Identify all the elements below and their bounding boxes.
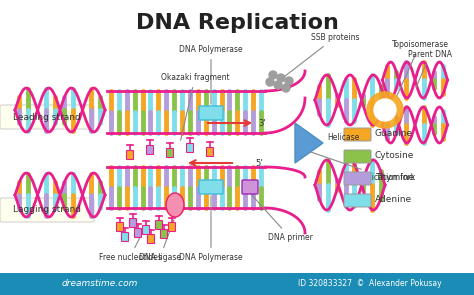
FancyBboxPatch shape — [242, 180, 258, 194]
Text: DNA Replication: DNA Replication — [136, 13, 338, 33]
Text: DNA ligase: DNA ligase — [139, 219, 181, 262]
Text: DNA primer: DNA primer — [252, 195, 312, 242]
Ellipse shape — [166, 193, 184, 217]
Text: Adenine: Adenine — [375, 196, 412, 204]
FancyBboxPatch shape — [207, 148, 213, 157]
Circle shape — [277, 74, 285, 82]
FancyBboxPatch shape — [143, 225, 149, 235]
FancyBboxPatch shape — [155, 220, 163, 230]
FancyBboxPatch shape — [161, 230, 167, 238]
Text: Guanine: Guanine — [375, 130, 413, 138]
FancyBboxPatch shape — [344, 150, 371, 163]
Text: Okazaki fragment: Okazaki fragment — [161, 73, 229, 140]
Circle shape — [374, 99, 396, 121]
Text: SSB proteins: SSB proteins — [282, 33, 359, 78]
FancyBboxPatch shape — [147, 235, 155, 243]
FancyBboxPatch shape — [0, 105, 94, 129]
Text: Leading strand: Leading strand — [13, 112, 81, 122]
FancyBboxPatch shape — [135, 229, 142, 237]
Text: Helicase: Helicase — [327, 134, 359, 142]
FancyBboxPatch shape — [168, 222, 175, 232]
FancyBboxPatch shape — [344, 128, 371, 141]
FancyBboxPatch shape — [146, 145, 154, 155]
Text: 3': 3' — [258, 119, 265, 128]
FancyBboxPatch shape — [186, 143, 193, 153]
Text: DNA Polymerase: DNA Polymerase — [179, 45, 243, 104]
Text: dreamstime.com: dreamstime.com — [62, 279, 138, 289]
Text: Lagging strand: Lagging strand — [13, 206, 81, 214]
FancyBboxPatch shape — [199, 180, 223, 194]
Text: Cytosine: Cytosine — [375, 152, 414, 160]
Text: Parent DNA: Parent DNA — [408, 50, 452, 87]
Circle shape — [282, 84, 290, 92]
FancyBboxPatch shape — [121, 232, 128, 242]
FancyBboxPatch shape — [344, 194, 371, 207]
Circle shape — [274, 81, 282, 89]
Circle shape — [367, 92, 403, 128]
Text: Topoisomerase: Topoisomerase — [392, 40, 448, 97]
FancyBboxPatch shape — [129, 219, 137, 227]
Circle shape — [266, 78, 274, 86]
FancyBboxPatch shape — [344, 172, 371, 185]
Text: 5': 5' — [255, 159, 263, 168]
FancyBboxPatch shape — [166, 148, 173, 158]
FancyBboxPatch shape — [127, 150, 134, 160]
Circle shape — [285, 77, 293, 85]
Text: Replication fork: Replication fork — [308, 151, 415, 182]
Polygon shape — [295, 123, 323, 163]
Text: ID 320833327  ©  Alexander Pokusay: ID 320833327 © Alexander Pokusay — [298, 279, 442, 289]
Text: Thymine: Thymine — [375, 173, 414, 183]
Text: DNA Polymerase: DNA Polymerase — [179, 196, 243, 262]
Text: Free nucleotides: Free nucleotides — [99, 230, 162, 262]
Circle shape — [269, 71, 277, 79]
FancyBboxPatch shape — [199, 106, 223, 120]
Bar — [0, 273, 474, 295]
FancyBboxPatch shape — [0, 198, 94, 222]
FancyBboxPatch shape — [117, 222, 124, 232]
